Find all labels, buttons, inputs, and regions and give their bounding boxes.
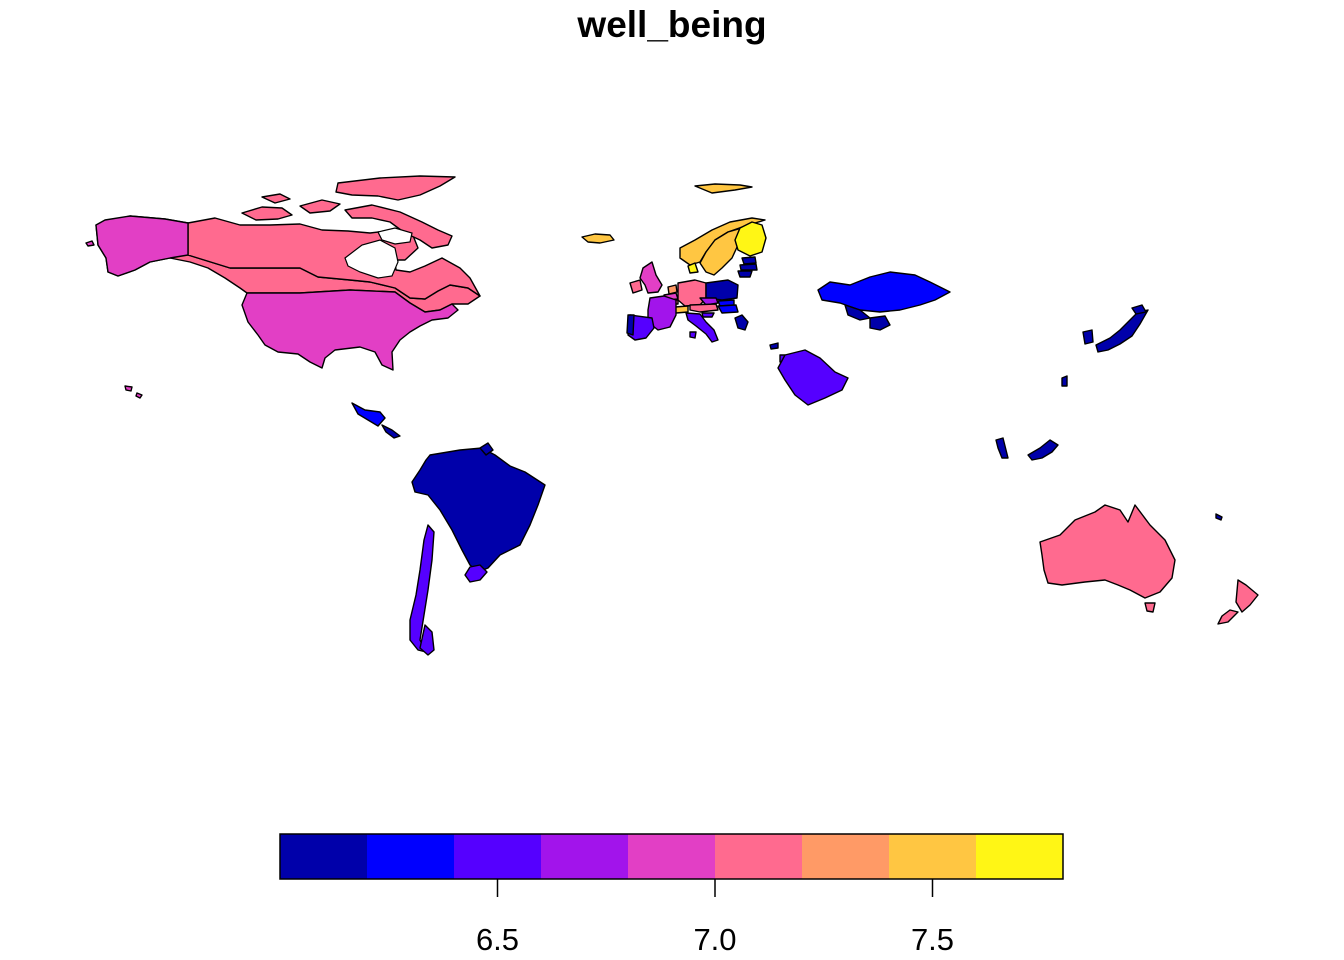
country-poland bbox=[705, 279, 739, 301]
country-austria bbox=[689, 303, 719, 313]
country-uzbekistan bbox=[844, 304, 871, 321]
legend-swatch-4 bbox=[541, 834, 628, 879]
legend-tick-label: 7.0 bbox=[693, 922, 736, 957]
country-south-korea bbox=[1082, 329, 1094, 345]
country-italy-part-2 bbox=[689, 331, 697, 339]
legend-swatch-7 bbox=[802, 834, 889, 879]
country-new-zealand-part-1 bbox=[1235, 579, 1259, 613]
country-lithuania bbox=[737, 270, 753, 278]
country-norway-part-1 bbox=[694, 183, 753, 194]
country-australia-part-2 bbox=[1144, 602, 1156, 613]
country-czechia bbox=[699, 297, 719, 306]
country-slovenia bbox=[701, 312, 715, 318]
foxe-basin bbox=[377, 227, 413, 245]
country-germany bbox=[677, 279, 707, 307]
country-japan-part-1 bbox=[1095, 309, 1149, 353]
country-greece bbox=[734, 314, 749, 331]
country-united-states-part-1 bbox=[241, 289, 459, 371]
country-australia-part-1 bbox=[1039, 504, 1176, 599]
country-estonia bbox=[741, 256, 757, 265]
country-united-states-part-3 bbox=[85, 240, 95, 247]
country-canada-part-4 bbox=[241, 206, 293, 221]
country-canada-part-7 bbox=[261, 193, 291, 204]
country-japan-part-2 bbox=[1131, 304, 1147, 315]
country-brazil-part-2 bbox=[479, 442, 494, 456]
country-brazil-part-1 bbox=[411, 447, 546, 573]
country-switzerland bbox=[674, 305, 689, 314]
country-canada-part-3 bbox=[335, 175, 456, 201]
country-canada-part-6 bbox=[344, 204, 453, 249]
legend-swatch-3 bbox=[454, 834, 541, 879]
legend-swatch-6 bbox=[715, 834, 802, 879]
map-title: well_being bbox=[577, 4, 767, 45]
country-chile bbox=[409, 524, 435, 653]
country-united-kingdom bbox=[639, 261, 663, 294]
country-costa-rica bbox=[381, 424, 401, 439]
country-iceland bbox=[581, 233, 615, 244]
country-hungary bbox=[717, 304, 739, 314]
country-new-zealand-part-2 bbox=[1217, 609, 1239, 625]
legend-swatch-2 bbox=[367, 834, 454, 879]
country-canada-part-5 bbox=[299, 199, 341, 214]
country-kazakhstan bbox=[817, 271, 951, 313]
country-finland bbox=[734, 221, 767, 257]
country-uruguay bbox=[464, 564, 488, 583]
country-argentina bbox=[419, 624, 435, 656]
country-thailand bbox=[995, 437, 1009, 459]
country-taiwan bbox=[1061, 375, 1068, 387]
country-saudi-arabia bbox=[777, 349, 849, 406]
country-philippines bbox=[1027, 439, 1059, 461]
hudson-bay bbox=[344, 239, 399, 279]
country-spain bbox=[627, 314, 655, 341]
legend: 6.5 7.0 7.5 bbox=[279, 833, 1064, 957]
legend-tick-label: 7.5 bbox=[911, 922, 954, 957]
country-portugal bbox=[626, 314, 635, 336]
countries-layer bbox=[85, 175, 1259, 656]
country-france bbox=[647, 295, 677, 331]
country-netherlands bbox=[667, 284, 678, 295]
legend-swatch-8 bbox=[889, 834, 976, 879]
country-ireland bbox=[629, 279, 643, 294]
country-mexico bbox=[351, 402, 386, 427]
country-united-states-part-5 bbox=[135, 392, 143, 399]
country-turkey bbox=[769, 342, 779, 350]
legend-swatch-1 bbox=[280, 834, 367, 879]
country-latvia bbox=[739, 263, 758, 271]
country-united-states-part-4 bbox=[124, 385, 133, 392]
country-kyrgyzstan bbox=[869, 315, 891, 331]
country-united-states-part-2 bbox=[95, 215, 189, 277]
country-denmark bbox=[687, 262, 699, 274]
country-italy-part-1 bbox=[685, 312, 719, 343]
legend-swatch-5 bbox=[628, 834, 715, 879]
legend-tick-label: 6.5 bbox=[476, 922, 519, 957]
legend-swatch-9 bbox=[976, 834, 1063, 879]
country-new-caledonia bbox=[1215, 513, 1223, 521]
legend-frame bbox=[279, 833, 1064, 880]
